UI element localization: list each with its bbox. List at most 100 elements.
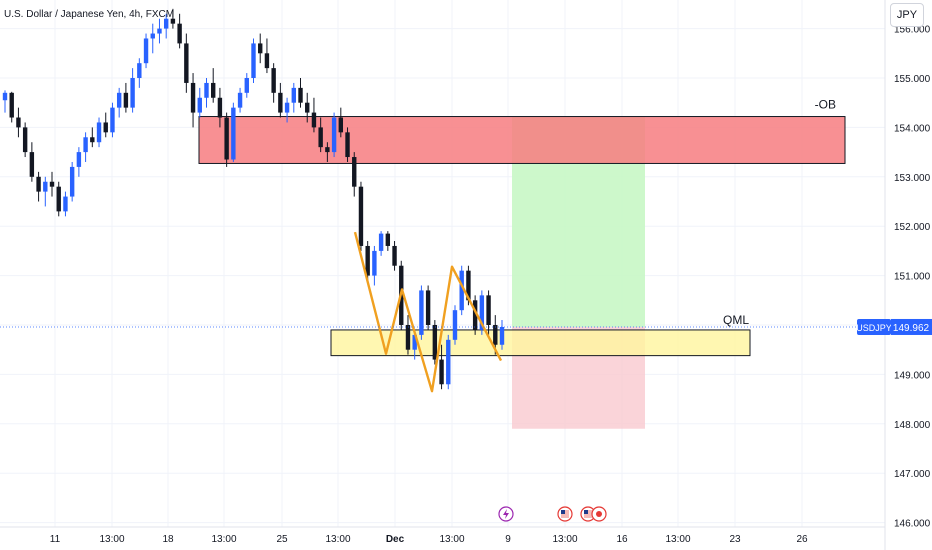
x-tick-label: 9 [505, 534, 511, 545]
last-price-badge [891, 318, 932, 335]
candle-body [63, 196, 68, 212]
candle-body [184, 43, 189, 83]
candle-body [459, 270, 464, 311]
pattern-layer [353, 231, 503, 393]
candle-body [425, 290, 431, 325]
y-tick-label: 151.000 [894, 272, 931, 283]
candle-body [479, 295, 485, 330]
candle-body [103, 122, 108, 133]
candle-body [405, 325, 411, 350]
candle-body [16, 117, 21, 128]
x-tick-label: 13:00 [211, 534, 236, 545]
candle-body [466, 270, 471, 301]
x-tick-label: 13:00 [552, 534, 577, 545]
candle-body [338, 117, 344, 133]
candle-body [116, 92, 122, 108]
candle-body [2, 92, 8, 101]
candle-body [137, 63, 142, 78]
y-tick-label: 148.000 [894, 420, 931, 431]
candle-body [251, 43, 256, 78]
candle-body [143, 38, 149, 64]
x-tick-label: 11 [50, 534, 61, 545]
x-tick-label: 23 [729, 534, 741, 545]
candle-body [258, 43, 263, 54]
candle-body [486, 295, 491, 325]
candle-body [150, 33, 155, 39]
candle-body [311, 112, 317, 128]
candle-body [352, 157, 357, 187]
candle-body [372, 250, 377, 276]
candle-body [284, 102, 290, 113]
candle-body [43, 181, 48, 192]
candle-body [446, 339, 451, 385]
x-tick-label: 13:00 [439, 534, 464, 545]
candle-body [278, 92, 283, 113]
lightning-glyph-icon [503, 509, 509, 519]
candle-body [493, 325, 498, 345]
flag-canton-icon [584, 510, 588, 514]
y-tick-label: 153.000 [894, 173, 931, 184]
currency-button[interactable]: JPY [890, 3, 924, 27]
y-tick-label: 154.000 [894, 123, 931, 134]
y-tick-label: 149.000 [894, 370, 931, 381]
x-tick-label: 25 [276, 534, 288, 545]
last-price-label: 149.962 [893, 323, 930, 334]
candle-body [211, 82, 216, 98]
candle-body [177, 23, 182, 44]
candle-body [264, 53, 270, 69]
candle-body [439, 359, 444, 385]
candle-body [298, 87, 303, 103]
candle-body [385, 233, 391, 246]
x-tick-label: 13:00 [665, 534, 690, 545]
candle-body [378, 233, 384, 251]
x-tick-label: 18 [162, 534, 174, 545]
chart-title: U.S. Dollar / Japanese Yen, 4h, FXCM [4, 9, 174, 20]
candle-body [49, 181, 55, 187]
x-tick-label: Dec [386, 534, 405, 545]
qml-zone[interactable] [330, 329, 751, 357]
candle-body [237, 92, 243, 108]
candle-body [83, 137, 88, 153]
candle-body [96, 122, 102, 143]
qml-pattern-line [353, 231, 503, 393]
candle-body [358, 186, 364, 246]
candle-body [392, 245, 397, 266]
candle-body [110, 107, 115, 133]
candle-body [345, 132, 350, 158]
x-tick-label: 26 [796, 534, 808, 545]
candle-body [271, 68, 276, 93]
x-tick-label: 16 [616, 534, 628, 545]
candle-body [90, 137, 95, 143]
candle-body [130, 78, 135, 108]
candle-body [170, 18, 176, 24]
candles-layer [2, 8, 505, 390]
candle-body [36, 176, 41, 192]
y-tick-label: 146.000 [894, 519, 931, 530]
candle-body [452, 310, 458, 340]
candle-body [365, 245, 370, 276]
candle-body [29, 152, 35, 177]
y-tick-label: 155.000 [894, 74, 931, 85]
candle-body [331, 117, 337, 153]
candle-body [325, 147, 330, 153]
candle-body [224, 117, 229, 160]
y-tick-label: 147.000 [894, 469, 931, 480]
candle-body [217, 97, 223, 118]
candle-body [204, 82, 209, 98]
y-tick-label: 156.000 [894, 25, 931, 36]
candle-body [76, 152, 82, 167]
order-block-zone[interactable] [198, 116, 846, 164]
candle-body [56, 186, 61, 212]
candle-body [432, 325, 438, 360]
candle-body [163, 18, 169, 29]
jp-flag-dot-icon [596, 511, 602, 517]
candle-body [244, 78, 249, 93]
x-tick-label: 13:00 [325, 534, 350, 545]
order-block-label: -OB [815, 98, 836, 112]
zones-layer: -OB QML [198, 98, 846, 429]
flag-canton-icon [561, 510, 565, 514]
candle-body [291, 87, 296, 103]
candle-body [9, 92, 14, 118]
